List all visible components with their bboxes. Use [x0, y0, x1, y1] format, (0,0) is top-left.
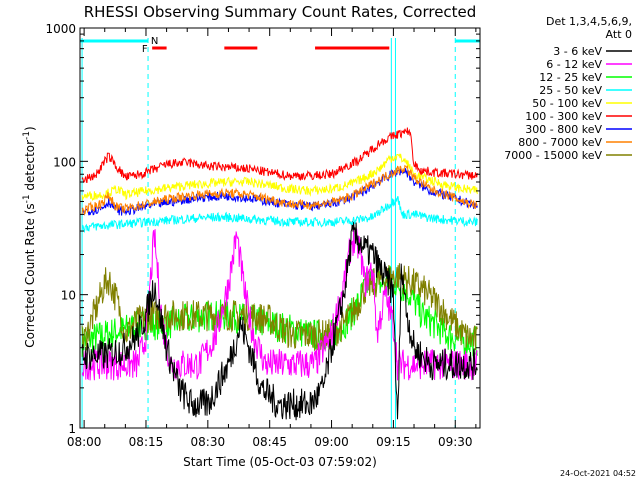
series-line [81, 153, 478, 202]
x-tick-label: 08:45 [252, 435, 287, 449]
legend-label: 7000 - 15000 keV [504, 149, 602, 162]
y-axis-label-main: Corrected Count Rate (s [23, 203, 37, 347]
y-axis-label-sup: -1 [22, 194, 32, 203]
y-tick-label: 10 [61, 289, 76, 303]
series-group [81, 127, 478, 421]
x-ticks: 08:00 08:15 08:30 08:45 09:00 09:15 09:30 [67, 28, 477, 449]
legend-header-line1: Det 1,3,4,5,6,9, [546, 15, 632, 28]
y-tick-label: 1 [68, 422, 76, 436]
series-line [81, 196, 478, 234]
status-bars [80, 39, 480, 50]
legend-label: 6 - 12 keV [546, 58, 602, 71]
series-line [81, 127, 478, 184]
x-tick-label: 09:15 [376, 435, 411, 449]
legend-label: 3 - 6 keV [553, 45, 602, 58]
flare-flag: F [142, 44, 148, 55]
x-tick-label: 08:30 [191, 435, 226, 449]
footer-timestamp: 24-Oct-2021 04:52 [560, 469, 636, 478]
chart-title: RHESSI Observing Summary Count Rates, Co… [84, 3, 477, 21]
legend-label: 300 - 800 keV [525, 123, 602, 136]
series-line [81, 221, 478, 421]
series-line [81, 263, 478, 351]
x-tick-label: 08:15 [129, 435, 164, 449]
legend-label: 25 - 50 keV [539, 84, 602, 97]
y-axis-label-tail: detector [23, 140, 37, 195]
legend-label: 100 - 300 keV [525, 110, 602, 123]
x-axis-label: Start Time (05-Oct-03 07:59:02) [183, 455, 377, 469]
x-tick-label: 09:00 [314, 435, 349, 449]
series-line [81, 164, 478, 216]
y-tick-label: 1000 [45, 22, 76, 36]
y-axis-label-sup2: -1 [22, 131, 32, 140]
y-tick-label: 100 [53, 155, 76, 169]
legend-label: 12 - 25 keV [539, 71, 602, 84]
series-line [81, 168, 478, 216]
x-tick-label: 08:00 [67, 435, 102, 449]
y-ticks: 1 10 100 1000 [45, 22, 480, 436]
x-tick-label: 09:30 [438, 435, 473, 449]
legend-label: 50 - 100 keV [532, 97, 602, 110]
plot-frame [79, 27, 481, 429]
y-axis-label: Corrected Count Rate (s-1 detector-1) [22, 126, 37, 347]
saa-flag: N [151, 36, 158, 47]
legend-label: 800 - 7000 keV [518, 136, 602, 149]
legend-header-line2: Att 0 [606, 28, 632, 41]
y-axis-label-end: ) [23, 126, 37, 131]
